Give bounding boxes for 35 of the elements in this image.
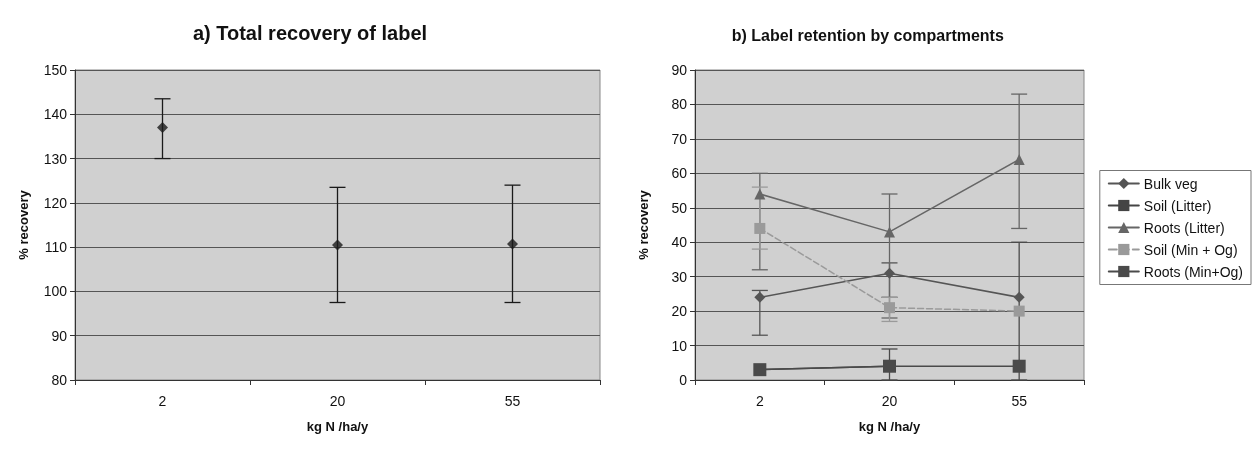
y-tick-label: 40 bbox=[671, 234, 688, 251]
legend-label: Bulk veg bbox=[1143, 175, 1198, 192]
y-tick-label: 70 bbox=[671, 130, 688, 147]
y-tick-label: 0 bbox=[679, 372, 688, 388]
y-axis-title: % recovery bbox=[16, 189, 31, 260]
chart-title: b) Label retention by compartments bbox=[731, 26, 1004, 44]
x-tick-label: 20 bbox=[329, 393, 346, 409]
x-axis-title: kg N /ha/y bbox=[306, 419, 369, 434]
y-tick-label: 90 bbox=[51, 327, 68, 344]
y-tick-label: 110 bbox=[44, 239, 68, 256]
chart-title: a) Total recovery of label bbox=[192, 22, 428, 44]
y-tick-label: 80 bbox=[671, 96, 688, 113]
x-tick-label: 55 bbox=[504, 393, 521, 409]
legend-label: Roots (Litter) bbox=[1143, 219, 1225, 236]
x-tick-label: 2 bbox=[158, 393, 167, 409]
x-tick-label: 55 bbox=[1011, 393, 1028, 409]
y-tick-label: 90 bbox=[671, 62, 688, 78]
y-tick-label: 10 bbox=[671, 337, 688, 354]
x-axis-title: kg N /ha/y bbox=[858, 419, 921, 434]
y-tick-label: 60 bbox=[671, 165, 688, 182]
y-tick-label: 130 bbox=[43, 150, 68, 167]
legend-label: Soil (Litter) bbox=[1143, 197, 1212, 214]
y-tick-label: 100 bbox=[43, 283, 68, 300]
legend-label: Soil (Min + Og) bbox=[1143, 241, 1238, 258]
x-tick-label: 20 bbox=[881, 393, 898, 409]
y-tick-label: 150 bbox=[43, 62, 68, 78]
y-tick-label: 50 bbox=[671, 199, 688, 216]
y-tick-label: 120 bbox=[43, 194, 68, 211]
y-tick-label: 140 bbox=[43, 106, 68, 123]
y-tick-label: 20 bbox=[671, 303, 688, 320]
y-tick-label: 80 bbox=[51, 372, 68, 388]
y-tick-label: 30 bbox=[671, 268, 688, 285]
legend-label: Roots (Min+Og) bbox=[1143, 263, 1244, 280]
x-tick-label: 2 bbox=[755, 393, 764, 409]
y-axis-title: % recovery bbox=[636, 189, 651, 260]
